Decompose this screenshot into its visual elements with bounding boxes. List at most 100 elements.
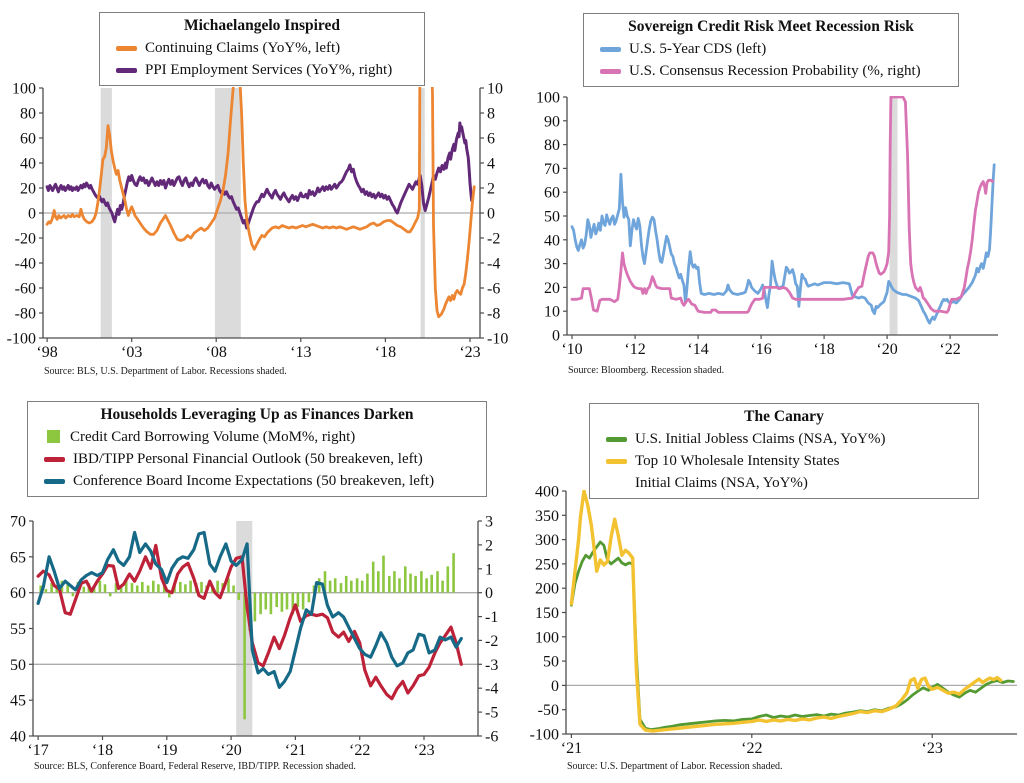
canary-plot-area: 400 350 300 250 200 150 100 50 0 -50 -100‘21 ‘22 ‘23 <box>530 484 1017 757</box>
michaelangelo-plot-area: 100806040200-20-40-60-80-1001086420-2-4-… <box>7 81 509 362</box>
legend-line-marker <box>600 47 621 52</box>
left-axis-tick-label: 45 <box>10 693 26 710</box>
left-axis-tick-label: 100 <box>536 90 560 107</box>
x-axis-tick-label: ‘14 <box>687 341 708 358</box>
x-axis-tick-label: ‘13 <box>290 344 311 361</box>
canary-legend: The Canary U.S. Initial Jobless Claims (… <box>589 403 979 499</box>
right-axis-tick-label: 10 <box>487 81 503 98</box>
chart-title: The Canary <box>744 408 824 425</box>
source-note: Source: BLS, Conference Board, Federal R… <box>34 761 356 772</box>
left-axis-tick-label: 10 <box>544 304 560 321</box>
left-axis-tick-label: 150 <box>535 605 559 622</box>
x-axis-tick-label: ‘22 <box>939 341 960 358</box>
x-axis-tick-label: ‘12 <box>624 341 645 358</box>
right-axis-tick-label: -8 <box>487 306 500 323</box>
x-axis-tick-label: ‘23 <box>922 740 943 757</box>
left-axis-tick-label: 0 <box>552 328 560 345</box>
x-axis-tick-label: ‘98 <box>36 344 57 361</box>
left-axis-tick-label: -40 <box>15 256 36 273</box>
legend-entry: U.S. 5-Year CDS (left) <box>590 38 952 60</box>
legend-entry: Credit Card Borrowing Volume (MoM%, righ… <box>34 426 480 448</box>
legend-entry: U.S. Initial Jobless Claims (NSA, YoY%) <box>596 428 972 450</box>
left-axis-tick-label: -50 <box>538 702 559 719</box>
left-axis-tick-label: -60 <box>15 281 36 298</box>
left-axis-tick-label: 80 <box>20 106 36 123</box>
legend-entry: Conference Board Income Expectations (50… <box>34 470 480 492</box>
line-series <box>570 163 996 325</box>
legend-entry: Continuing Claims (YoY%, left) <box>106 37 418 59</box>
legend-line-marker <box>44 479 65 484</box>
right-axis-tick-label: 4 <box>487 156 495 173</box>
left-axis-tick-label: 100 <box>535 629 559 646</box>
left-axis-tick-label: -80 <box>15 306 36 323</box>
legend-label: IBD/TIPP Personal Financial Outlook (50 … <box>73 451 423 467</box>
left-axis-tick-label: 60 <box>10 585 26 602</box>
legend-line-marker <box>116 68 137 73</box>
left-axis-tick-label: 70 <box>10 514 26 531</box>
left-axis-tick-label: 50 <box>544 209 560 226</box>
left-axis-tick-label: -20 <box>15 231 36 248</box>
households-legend: Households Leveraging Up as Finances Dar… <box>27 401 487 497</box>
right-axis-tick-label: -2 <box>485 633 498 650</box>
legend-entry: U.S. Consensus Recession Probability (%,… <box>590 60 952 82</box>
line-series <box>45 87 476 319</box>
legend-label: U.S. Initial Jobless Claims (NSA, YoY%) <box>635 431 886 447</box>
legend-line-marker <box>606 437 627 442</box>
recession-band <box>889 97 898 335</box>
right-axis-tick-label: -4 <box>487 256 500 273</box>
line-series <box>36 530 463 689</box>
line-series <box>45 121 474 230</box>
left-axis-tick-label: 40 <box>20 156 36 173</box>
x-axis-tick-label: ‘21 <box>561 740 582 757</box>
right-axis-tick-label: 6 <box>487 131 495 148</box>
right-axis-tick-label: -4 <box>485 681 498 698</box>
legend-square-marker <box>47 430 60 443</box>
x-axis-tick-label: ‘17 <box>27 742 48 759</box>
right-axis-tick-label: 8 <box>487 106 495 123</box>
x-axis-tick-label: ‘18 <box>813 341 834 358</box>
x-axis-tick-label: ‘22 <box>349 742 370 759</box>
legend-line-marker <box>44 457 65 462</box>
chart-title: Michaelangelo Inspired <box>183 17 340 34</box>
x-axis-tick-label: ‘19 <box>156 742 177 759</box>
left-axis-tick-label: 55 <box>10 621 26 638</box>
left-axis-tick-label: 80 <box>544 137 560 154</box>
right-axis-tick-label: 2 <box>487 181 495 198</box>
right-axis-tick-label: 0 <box>487 206 495 223</box>
legend-line-marker <box>116 46 137 51</box>
right-axis-tick-label: 3 <box>485 514 493 531</box>
sovereign-credit-legend: Sovereign Credit Risk Meet Recession Ris… <box>583 13 959 87</box>
legend-label: Continuing Claims (YoY%, left) <box>145 40 341 56</box>
x-axis-tick-label: ‘03 <box>121 344 142 361</box>
right-axis-tick-label: 1 <box>485 561 493 578</box>
left-axis-tick-label: 50 <box>10 657 26 674</box>
x-axis-tick-label: ‘18 <box>92 742 113 759</box>
right-axis-tick-label: -10 <box>487 331 508 348</box>
left-axis-tick-label: 100 <box>12 81 36 98</box>
left-axis-tick-label: 200 <box>535 581 559 598</box>
x-axis-tick-label: ‘23 <box>459 344 480 361</box>
x-axis-tick-label: ‘20 <box>876 341 897 358</box>
line-series <box>570 96 995 314</box>
chart-title: Sovereign Credit Risk Meet Recession Ris… <box>628 18 914 35</box>
chart-title: Households Leveraging Up as Finances Dar… <box>100 406 414 423</box>
legend-entry: IBD/TIPP Personal Financial Outlook (50 … <box>34 448 480 470</box>
left-axis-tick-label: 300 <box>535 532 559 549</box>
x-axis-tick-label: ‘16 <box>750 341 771 358</box>
right-axis-tick-label: -6 <box>485 729 498 746</box>
source-note: Source: U.S. Department of Labor. Recess… <box>567 761 783 772</box>
source-note: Source: BLS, U.S. Department of Labor. R… <box>44 366 287 377</box>
x-axis-tick-label: ‘18 <box>375 344 396 361</box>
left-axis-tick-label: 20 <box>544 280 560 297</box>
right-axis-tick-label: 0 <box>485 585 493 602</box>
x-axis-tick-label: ‘20 <box>220 742 241 759</box>
left-axis-tick-label: 65 <box>10 549 26 566</box>
left-axis-tick-label: 60 <box>544 185 560 202</box>
left-axis-tick-label: -100 <box>7 331 36 348</box>
x-axis-tick-label: ‘22 <box>741 740 762 757</box>
right-axis-tick-label: -2 <box>487 231 500 248</box>
legend-label: U.S. 5-Year CDS (left) <box>629 41 767 57</box>
left-axis-tick-label: 350 <box>535 508 559 525</box>
right-axis-tick-label: -3 <box>485 657 498 674</box>
